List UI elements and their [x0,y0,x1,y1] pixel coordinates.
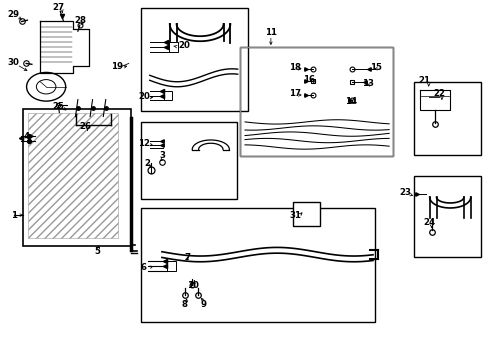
Text: 14: 14 [345,96,358,105]
Bar [293,202,320,226]
Text: 30: 30 [7,58,19,67]
Text: 13: 13 [362,79,374,88]
Bar [164,91,172,100]
Text: 20: 20 [178,41,190,50]
Text: 4: 4 [24,132,30,141]
Text: 27: 27 [52,3,64,12]
Text: 26: 26 [79,122,91,131]
Text: 22: 22 [434,89,445,98]
Bar [414,176,481,257]
Text: 24: 24 [424,218,436,227]
Text: 9: 9 [201,300,207,309]
Text: 3: 3 [160,151,166,160]
Text: 16: 16 [303,75,316,84]
Bar [240,46,393,156]
Text: 12: 12 [138,139,150,148]
Text: 23: 23 [399,188,411,197]
Bar [142,208,375,322]
Text: 31: 31 [289,211,301,220]
Text: 6: 6 [141,264,147,273]
Text: 28: 28 [74,16,86,25]
Text: 7: 7 [184,253,191,262]
Text: 2: 2 [144,159,150,168]
Text: 18: 18 [289,63,301,72]
Text: 20: 20 [138,92,150,101]
Bar [23,109,131,246]
Bar [28,113,119,238]
Text: 21: 21 [419,76,431,85]
Text: 11: 11 [265,28,277,37]
Bar [142,8,248,111]
Text: 19: 19 [111,62,123,71]
Text: 17: 17 [289,89,301,98]
Text: 1: 1 [11,211,17,220]
Bar [142,122,237,199]
Bar [169,42,177,51]
Text: 8: 8 [181,300,187,309]
Text: 29: 29 [7,10,19,19]
Bar [240,46,393,156]
Bar [414,82,481,155]
Text: 5: 5 [95,247,100,256]
Text: 15: 15 [370,63,382,72]
Bar [167,261,175,271]
Text: 25: 25 [52,102,64,111]
Text: 10: 10 [187,281,199,290]
